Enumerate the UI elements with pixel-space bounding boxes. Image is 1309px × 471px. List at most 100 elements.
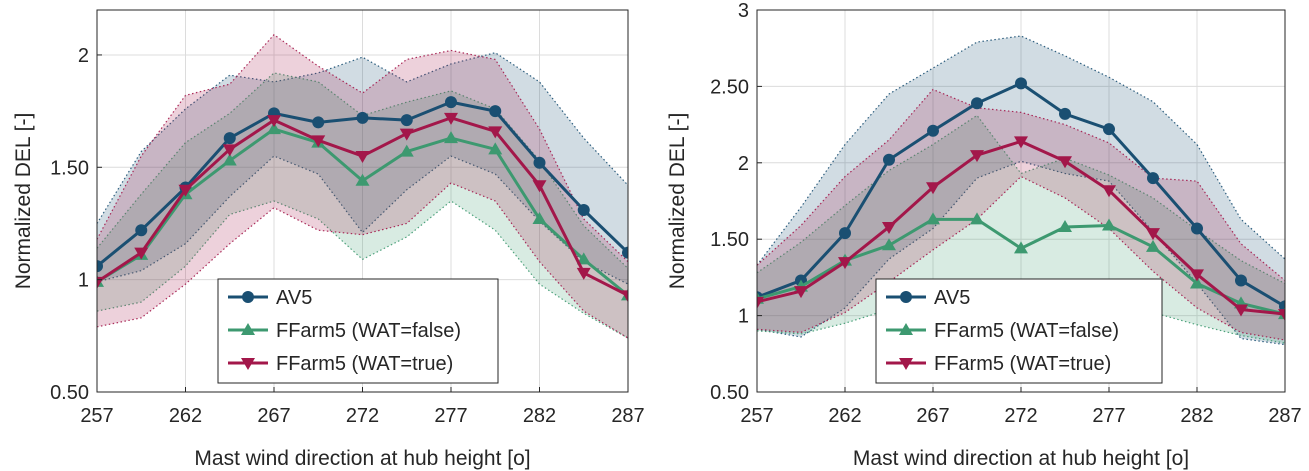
data-point-2: [882, 221, 896, 234]
y-tick-label: 2: [78, 45, 89, 67]
data-point-1: [399, 144, 414, 157]
legend: AV5 FFarm5 (WAT=false) FFarm5 (WAT=true): [217, 278, 499, 384]
x-tick-label: 267: [916, 405, 949, 427]
data-point-0: [839, 227, 851, 240]
y-tick-label: 1: [78, 270, 89, 292]
data-point-0: [135, 224, 148, 237]
legend-marker-1: [241, 323, 255, 335]
data-layer: [97, 33, 628, 339]
data-point-2: [267, 115, 281, 128]
data-point-1: [444, 131, 458, 144]
data-point-0: [533, 156, 546, 169]
data-point-1: [926, 212, 940, 225]
y-tick-label: 1: [738, 306, 749, 328]
data-point-2: [757, 296, 764, 309]
y-tick-label: 2.50: [710, 76, 749, 98]
y-tick-label: 0.50: [50, 382, 89, 404]
data-point-2: [399, 128, 414, 141]
x-tick-label: 262: [828, 405, 861, 427]
y-tick-label: 1.50: [50, 157, 89, 179]
data-point-1: [882, 238, 896, 251]
data-point-0: [97, 260, 103, 273]
data-point-0: [971, 97, 983, 110]
x-tick-label: 257: [740, 405, 773, 427]
data-point-2: [1058, 156, 1072, 169]
band-upper-edge-2: [757, 88, 1285, 281]
data-point-2: [355, 151, 370, 164]
data-point-0: [1191, 222, 1203, 235]
data-point-0: [356, 111, 369, 124]
x-axis-label: Mast wind direction at hub height [o]: [853, 447, 1189, 470]
data-point-1: [355, 173, 370, 186]
data-point-2: [926, 182, 940, 195]
band-lower-edge-1: [97, 200, 628, 339]
data-point-1: [1146, 239, 1160, 252]
legend: AV5 FFarm5 (WAT=false) FFarm5 (WAT=true): [875, 278, 1163, 384]
data-point-0: [1103, 123, 1115, 136]
chart-left: 257 262 267 272 277 282 287 0.50 1 1.50 2 Mast wind…: [12, 9, 645, 470]
x-tick-label: 287: [1268, 405, 1301, 427]
x-tick-label: 277: [434, 405, 467, 427]
legend-marker-0: [242, 291, 254, 303]
data-point-0: [1059, 107, 1071, 120]
data-point-2: [794, 286, 808, 299]
x-tick-label: 272: [346, 405, 379, 427]
y-axis-label: Normalized DEL [-]: [666, 113, 689, 290]
data-point-2: [1234, 304, 1248, 317]
data-point-2: [222, 144, 237, 157]
data-point-0: [1015, 77, 1027, 90]
x-tick-label: 282: [523, 405, 556, 427]
legend-marker-1: [899, 323, 913, 335]
data-point-1: [1102, 218, 1116, 231]
data-point-1: [222, 153, 237, 166]
legend-marker-2: [899, 358, 913, 370]
data-point-2: [134, 247, 149, 260]
legend-marker-2: [241, 358, 255, 370]
y-tick-label: 0.50: [710, 382, 749, 404]
band-lower-edge-2: [757, 175, 1285, 341]
data-point-2: [1014, 136, 1028, 149]
y-tick-label: 3: [738, 0, 749, 22]
band-0: [757, 35, 1285, 345]
data-point-1: [576, 252, 591, 265]
legend-label-1: FFarm5 (WAT=false): [934, 320, 1119, 342]
data-point-0: [577, 203, 590, 216]
legend-label-0: AV5: [276, 287, 312, 309]
data-point-0: [489, 105, 502, 118]
data-point-2: [970, 150, 984, 163]
legend-label-2: FFarm5 (WAT=true): [934, 353, 1111, 375]
data-point-1: [488, 142, 503, 155]
band-upper-edge-2: [97, 33, 628, 263]
data-point-1: [267, 122, 281, 135]
data-point-2: [444, 112, 458, 125]
data-point-2: [1190, 269, 1204, 282]
data-point-1: [1014, 241, 1028, 254]
data-point-2: [532, 180, 547, 193]
data-point-0: [223, 132, 236, 145]
legend-label-2: FFarm5 (WAT=true): [276, 353, 453, 375]
legend-marker-0: [900, 291, 912, 303]
y-axis-label: Normalized DEL [-]: [12, 113, 35, 290]
data-point-1: [1058, 219, 1072, 232]
data-point-0: [1147, 172, 1159, 185]
data-point-0: [445, 96, 457, 109]
legend-label-0: AV5: [934, 287, 970, 309]
y-tick-label: 2: [738, 153, 749, 175]
x-tick-label: 272: [1004, 405, 1037, 427]
data-point-0: [883, 153, 895, 166]
data-point-0: [622, 246, 628, 259]
x-tick-label: 262: [169, 405, 202, 427]
x-tick-label: 282: [1180, 405, 1213, 427]
x-axis-label: Mast wind direction at hub height [o]: [194, 447, 530, 470]
x-tick-label: 287: [611, 405, 644, 427]
data-point-2: [1278, 309, 1285, 322]
data-point-1: [970, 212, 984, 225]
data-point-2: [621, 290, 628, 303]
band-upper-edge-0: [757, 35, 1285, 266]
data-point-2: [488, 126, 503, 139]
band-lower-edge-2: [97, 182, 628, 339]
data-point-2: [1146, 228, 1160, 241]
data-point-2: [576, 267, 591, 280]
data-point-2: [311, 135, 326, 148]
